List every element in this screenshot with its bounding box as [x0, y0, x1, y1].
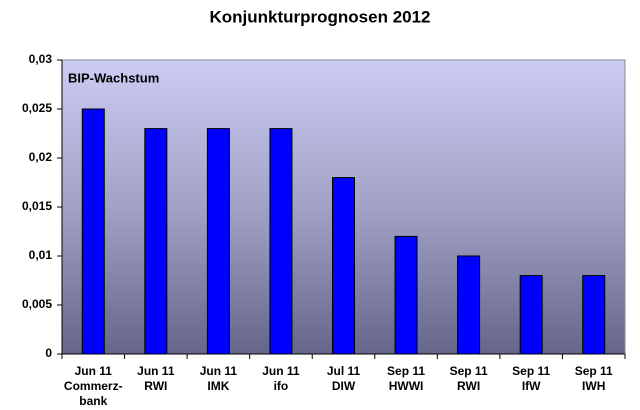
y-tick-label: 0,005 — [22, 297, 52, 311]
x-tick-label: Sep 11 — [450, 364, 488, 378]
x-tick-label: Sep 11 — [575, 364, 613, 378]
x-tick-label: RWI — [144, 379, 167, 393]
x-tick-label: RWI — [457, 379, 480, 393]
x-tick-label: bank — [79, 394, 107, 408]
x-tick-label: DIW — [332, 379, 356, 393]
chart-title: Konjunkturprognosen 2012 — [209, 7, 430, 26]
x-tick-label: IfW — [522, 379, 541, 393]
bar — [206, 128, 230, 355]
bar — [269, 128, 293, 355]
bar — [582, 275, 606, 355]
bar — [332, 177, 355, 355]
y-tick-label: 0,02 — [29, 150, 53, 164]
x-tick-label: Sep 11 — [387, 364, 425, 378]
x-tick-label: IMK — [207, 379, 229, 393]
bar — [144, 128, 168, 355]
x-tick-label: IWH — [582, 379, 605, 393]
y-tick-label: 0,03 — [29, 52, 53, 66]
x-tick-label: Jun 11 — [137, 364, 175, 378]
y-tick-label: 0,025 — [22, 101, 52, 115]
y-tick-label: 0,01 — [29, 248, 53, 262]
x-tick-label: Jun 11 — [75, 364, 113, 378]
annotation: BIP-Wachstum — [68, 70, 159, 85]
x-tick-label: Sep 11 — [512, 364, 550, 378]
x-tick-label: HWWI — [389, 379, 424, 393]
y-tick-label: 0,015 — [22, 199, 52, 213]
x-tick-label: Jun 11 — [262, 364, 300, 378]
x-tick-label: Jul 11 — [327, 364, 361, 378]
bar — [457, 255, 481, 355]
y-tick-label: 0 — [45, 346, 52, 360]
x-tick-label: ifo — [274, 379, 289, 393]
bar — [519, 275, 543, 355]
bar — [81, 108, 105, 355]
x-tick-label: Jun 11 — [200, 364, 238, 378]
x-tick-label: Commerz- — [64, 379, 123, 393]
bar — [394, 235, 418, 355]
